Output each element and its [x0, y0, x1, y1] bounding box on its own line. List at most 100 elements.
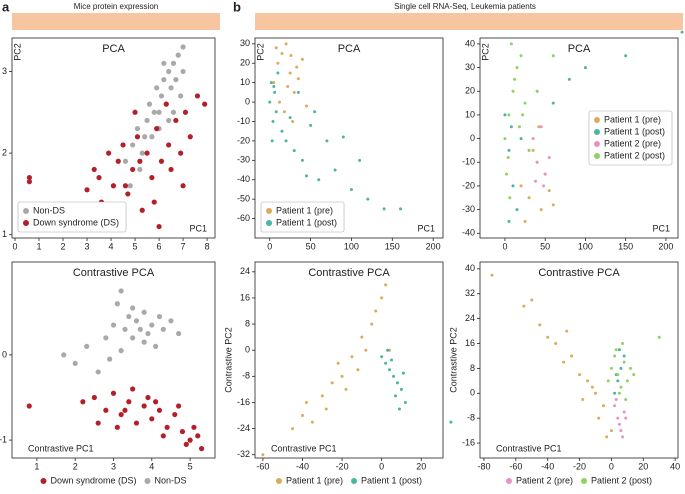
legend-label: Patient 1 (pre) [286, 475, 343, 485]
point [118, 411, 124, 418]
point [122, 183, 129, 189]
y-axis-label: Contrastive PC2 [223, 327, 233, 393]
point [616, 373, 620, 377]
legend-marker [23, 208, 29, 214]
legend-label: Non-DS [155, 475, 187, 485]
point [617, 422, 621, 426]
legend-box [588, 110, 673, 166]
point [160, 326, 166, 332]
point [146, 101, 153, 107]
x-tick-label: 40 [670, 461, 680, 471]
point [613, 391, 617, 395]
x-tick-label: 2 [73, 461, 78, 471]
plot-frame [11, 261, 216, 459]
point [107, 356, 113, 362]
point [609, 366, 613, 370]
x-tick-label: 7 [181, 241, 186, 251]
point [390, 358, 394, 362]
point [310, 420, 314, 424]
y-axis-label: PC2 [255, 43, 265, 61]
point [657, 335, 661, 339]
y-tick-label: 8 [245, 318, 250, 328]
point [340, 374, 344, 378]
point [182, 109, 189, 115]
legend-marker [23, 220, 29, 226]
y-tick-label: 32 [465, 288, 475, 298]
legend-marker [144, 478, 151, 484]
point [624, 416, 628, 420]
point [261, 453, 265, 457]
y-tick-label: 30 [240, 38, 250, 48]
x-tick-label: 20 [416, 461, 426, 471]
point [511, 184, 515, 188]
point [622, 410, 626, 414]
point [449, 420, 453, 424]
point [126, 399, 132, 405]
x-tick-label: 2 [61, 241, 66, 251]
point [276, 71, 280, 75]
point [304, 400, 308, 404]
x-tick-label: 5 [133, 241, 138, 251]
point [274, 110, 278, 114]
legend-label: Down syndrome (DS) [50, 475, 136, 485]
point [172, 411, 178, 418]
point [103, 335, 109, 341]
x-axis-label: PC1 [189, 223, 207, 233]
y-tick-label: 40 [465, 38, 475, 48]
x-tick-label: 50 [306, 241, 316, 251]
point [617, 391, 621, 395]
point [122, 158, 129, 164]
legend-label: Patient 1 (pre) [604, 114, 661, 124]
point [137, 166, 143, 173]
x-tick-label: -40 [296, 461, 309, 471]
y-tick-label: -30 [237, 155, 250, 165]
point [344, 387, 348, 391]
y-tick-label: 1 [2, 229, 7, 239]
plot-frame [11, 37, 216, 239]
point [613, 354, 617, 358]
point [632, 373, 636, 377]
legend-marker [593, 117, 600, 123]
point [527, 196, 531, 200]
point [300, 414, 304, 418]
point [291, 119, 295, 123]
point [173, 117, 179, 124]
point [350, 355, 354, 359]
point [519, 54, 523, 58]
point [616, 379, 620, 383]
point [80, 399, 86, 405]
point [349, 187, 353, 191]
point [551, 203, 555, 207]
point [597, 416, 601, 420]
chart-title: Contrastive PCA [308, 267, 390, 279]
point [356, 368, 360, 372]
x-axis-label: PC1 [417, 223, 435, 233]
point [609, 429, 613, 433]
x-tick-label: 1 [34, 461, 39, 471]
chart-title: PCA [568, 43, 591, 55]
point [523, 101, 527, 105]
point [551, 101, 555, 105]
x-tick-label: 4 [149, 461, 154, 471]
legend-label: Patient 2 (post) [591, 475, 652, 485]
point [26, 403, 32, 409]
point [130, 142, 136, 148]
y-tick-label: 0 [245, 345, 250, 355]
point [161, 60, 167, 66]
point [114, 424, 120, 430]
point [341, 135, 345, 139]
legend-marker [275, 478, 282, 484]
chart-title: Contrastive PCA [73, 267, 155, 279]
point [490, 273, 494, 277]
x-tick-label: 100 [578, 241, 593, 251]
point [95, 369, 101, 375]
point [133, 420, 140, 426]
point [309, 123, 313, 127]
point [546, 335, 550, 339]
chart-title: PCA [102, 43, 125, 55]
point [527, 148, 531, 152]
point [106, 150, 112, 156]
y-tick-label: 20 [240, 58, 250, 68]
point [336, 361, 340, 365]
x-tick-label: 150 [385, 241, 400, 251]
